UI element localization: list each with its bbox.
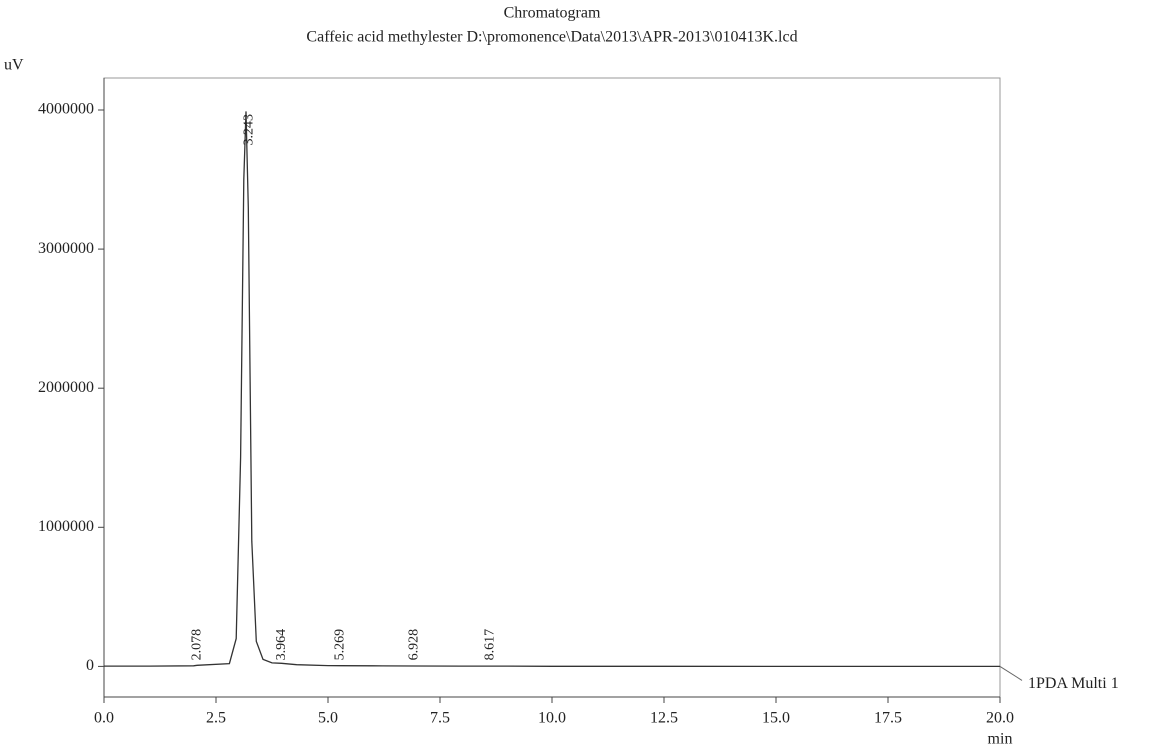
peak-label: 3.964	[274, 629, 289, 661]
y-tick-label: 4000000	[38, 101, 94, 118]
peak-label: 5.269	[332, 629, 347, 661]
x-tick-label: 2.5	[206, 710, 226, 727]
y-tick-label: 1000000	[38, 518, 94, 535]
x-axis-label: min	[988, 731, 1013, 748]
chart-title: Chromatogram	[504, 5, 601, 22]
y-tick-label: 3000000	[38, 240, 94, 257]
legend-leader	[999, 665, 1023, 681]
x-tick-label: 0.0	[94, 710, 114, 727]
x-tick-label: 7.5	[430, 710, 450, 727]
x-tick-label: 15.0	[762, 710, 790, 727]
peak-label: 8.617	[482, 629, 497, 661]
peak-label: 6.928	[407, 629, 422, 661]
x-tick-label: 5.0	[318, 710, 338, 727]
legend-entry: 1PDA Multi 1	[1028, 675, 1119, 692]
x-tick-label: 12.5	[650, 710, 678, 727]
chart-subtitle: Caffeic acid methylester D:\promonence\D…	[306, 29, 797, 46]
y-tick-label: 0	[86, 657, 94, 674]
plot-frame	[103, 77, 1001, 698]
y-axis-label: uV	[4, 57, 24, 74]
y-tick-label: 2000000	[38, 379, 94, 396]
peak-label: 3.243	[242, 114, 257, 146]
x-tick-label: 17.5	[874, 710, 902, 727]
peak-label: 2.078	[189, 629, 204, 661]
chromatogram-line	[104, 111, 1000, 668]
x-tick-label: 20.0	[986, 710, 1014, 727]
x-tick-label: 10.0	[538, 710, 566, 727]
